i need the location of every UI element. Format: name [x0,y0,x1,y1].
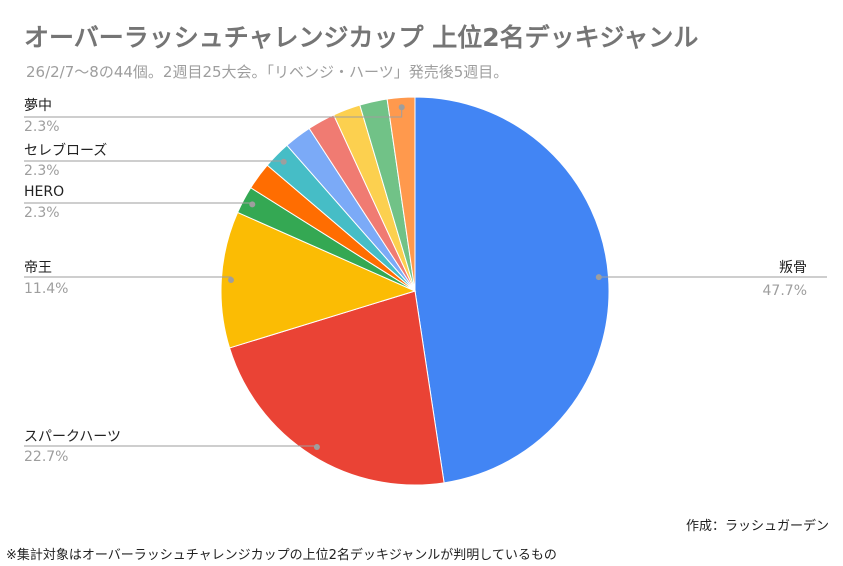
slice-label-percent: 11.4% [24,281,68,297]
leader-dot-HERO [249,201,256,208]
slice-label-percent: 2.3% [24,163,60,179]
pie-slice-夢中 [386,96,416,292]
slice-label-percent: 2.3% [24,119,60,135]
chart-subtitle: 26/2/7〜8の44個。2週目25大会。「リベンジ・ハーツ」発売後5週目。 [26,63,509,81]
chart-credit: 作成：ラッシュガーデン [685,519,829,534]
slice-label-name: スパークハーツ [24,429,121,445]
leader-dot-夢中 [398,104,405,111]
slice-label-name: セレブローズ [24,142,107,159]
slice-label-name: HERO [24,184,64,200]
chart-footnote: ※集計対象はオーバーラッシュチャレンジカップの上位2名デッキジャンルが判明してい… [6,548,557,563]
slice-label-percent: 22.7% [24,449,68,465]
slice-label-percent: 47.7% [763,283,807,299]
pie-slices [220,96,610,486]
pie-slice-帝王 [220,211,417,349]
leader-dot-帝王 [228,277,234,283]
slice-label-name: 夢中 [24,98,52,114]
leader-dot-スパークハーツ [313,444,320,450]
chart-title: オーバーラッシュチャレンジカップ 上位2名デッキジャンル [24,23,699,52]
slice-label-name: 帝王 [24,260,52,276]
slice-label-percent: 2.3% [24,205,60,221]
leader-dot-セレブローズ [280,158,287,165]
leader-line-帝王 [24,276,232,280]
leader-line-スパークハーツ [24,445,318,447]
slice-label-name: 叛骨 [779,260,807,276]
pie-labels: 叛骨 47.7% スパークハーツ 22.7% 帝王 11.4% HERO 2.3% セレブローズ… [24,98,827,465]
pie-slice-スパークハーツ [228,290,445,486]
leader-line-セレブローズ [24,160,285,162]
leader-line-夢中 [24,107,403,118]
pie-slice-叛骨 [414,96,610,484]
leader-dot-叛骨 [595,274,602,281]
